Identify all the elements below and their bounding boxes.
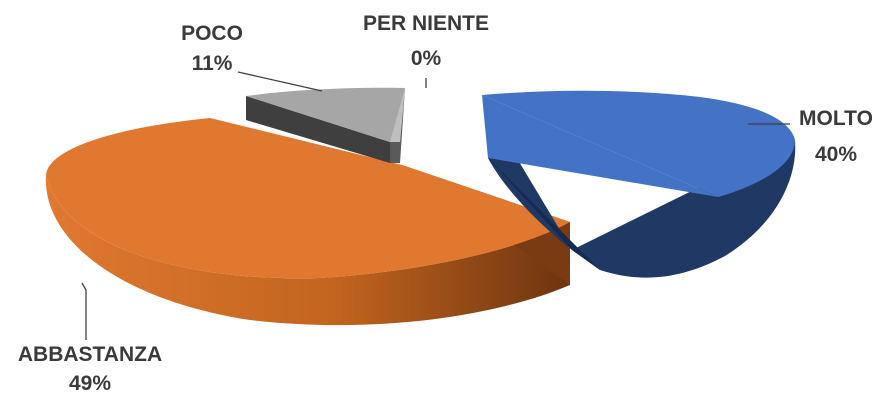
data-label-poco-value: 11% [192, 52, 233, 75]
data-label-poco-name: POCO [181, 22, 243, 45]
pie-slice-side-abbastanza [45, 175, 571, 326]
pie-slice-top-light-poco [390, 88, 405, 142]
data-label-molto-value: 40% [815, 143, 857, 166]
pie-slice-abbastanza [45, 118, 571, 326]
data-label-abbastanza-value: 49% [69, 372, 111, 394]
leader-line-poco [237, 71, 323, 92]
pie-slice-molto [482, 90, 796, 278]
pie-slice-top-poco [246, 87, 405, 142]
data-label-abbastanza-name: ABBASTANZA [18, 343, 162, 366]
pie-slice-top-inner-molto [482, 95, 718, 197]
leader-line-abbastanza [81, 282, 87, 340]
data-label-per-niente-value: 0% [411, 47, 442, 70]
pie-slice-edge-molto [488, 158, 600, 270]
pie-slice-poco [246, 87, 405, 163]
pie-slice-side-poco [246, 96, 390, 163]
data-label-molto-name: MOLTO [799, 107, 873, 130]
pie-slice-top-molto [482, 90, 795, 197]
data-label-per-niente-name: PER NIENTE [363, 12, 489, 35]
pie-slice-side-molto [488, 110, 796, 278]
pie-slice-top-abbastanza [46, 118, 570, 279]
